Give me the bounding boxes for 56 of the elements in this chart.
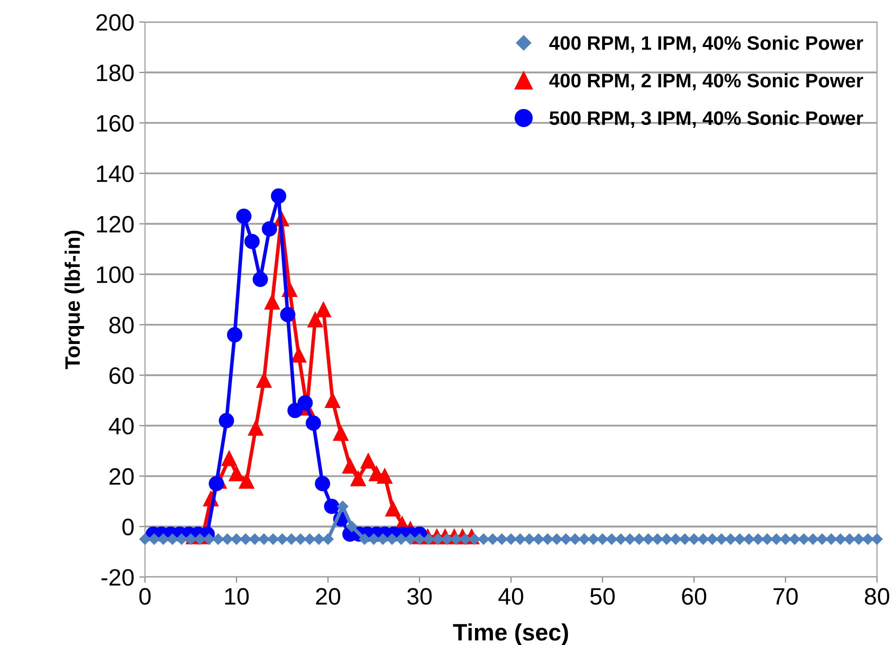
point [238, 473, 254, 489]
y-tick-label: -20 [102, 569, 134, 586]
point [244, 234, 260, 250]
point [208, 476, 224, 492]
y-tick-label: 200 [96, 14, 134, 31]
y-tick-label: 180 [96, 64, 134, 82]
point [291, 347, 306, 363]
point [324, 392, 340, 408]
x-tick-label: 10 [225, 588, 249, 605]
point [252, 272, 268, 287]
point [342, 458, 358, 474]
x-tick-label: 30 [407, 588, 432, 605]
point [316, 302, 332, 318]
x-tick-label: 80 [864, 588, 890, 605]
point [270, 188, 286, 204]
point [280, 306, 296, 322]
y-tick-label: 80 [109, 316, 134, 334]
y-tick-label: 160 [96, 114, 134, 132]
x-tick-label: 50 [590, 588, 615, 605]
y-tick-label: 0 [122, 518, 134, 536]
y-tick-label: 100 [96, 266, 134, 284]
y-tick-label: 140 [96, 165, 134, 182]
legend-label: 500 RPM, 3 IPM, 40% Sonic Power [550, 110, 864, 128]
x-tick-label: 20 [316, 588, 340, 605]
x-tick-label: 0 [139, 588, 151, 605]
point [333, 426, 348, 441]
point [297, 395, 313, 411]
point [308, 312, 323, 328]
point [218, 412, 234, 428]
point [314, 476, 330, 492]
x-axis-title: Time (sec) [453, 623, 568, 645]
point [350, 470, 366, 486]
legend-label: 400 RPM, 1 IPM, 40% Sonic Power [549, 36, 864, 53]
x-tick-label: 40 [498, 588, 524, 605]
y-tick-label: 60 [110, 367, 134, 384]
point [264, 294, 280, 310]
y-tick-label: 40 [108, 418, 134, 434]
point [360, 453, 376, 469]
legend-label: 400 RPM, 2 IPM, 40% Sonic Power [549, 73, 864, 90]
y-tick-label: 120 [96, 216, 134, 233]
point [236, 208, 252, 224]
point [324, 498, 340, 514]
point [222, 450, 237, 466]
x-tick-label: 60 [682, 588, 706, 605]
point [377, 468, 392, 484]
x-tick-label: 70 [774, 588, 798, 605]
point [306, 415, 321, 431]
point [262, 221, 278, 237]
y-axis-title: Torque (lbf-in) [64, 230, 84, 370]
point [385, 501, 401, 517]
point [228, 466, 244, 482]
point [287, 402, 303, 418]
point [248, 420, 264, 436]
y-tick-label: 20 [110, 468, 134, 485]
point [227, 327, 242, 342]
point [256, 372, 272, 388]
